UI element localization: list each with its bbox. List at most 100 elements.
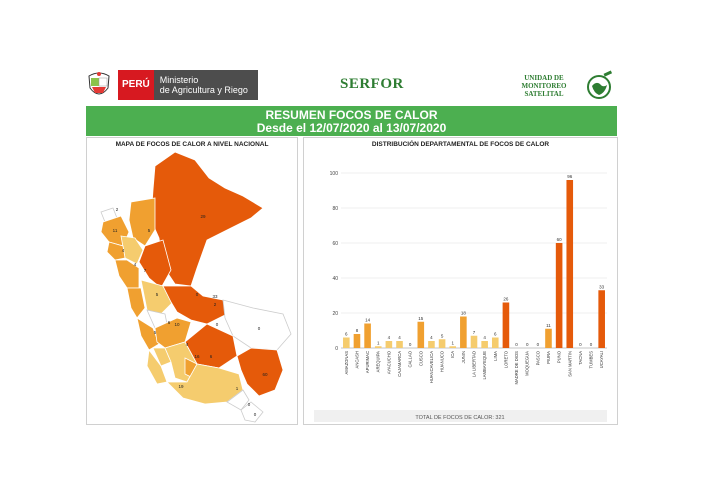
map-title: MAPA DE FOCOS DE CALOR A NIVEL NACIONAL bbox=[115, 141, 269, 148]
region-ucayali bbox=[162, 285, 228, 325]
bar-value-label: 0 bbox=[526, 342, 529, 347]
bar-value-label: 1 bbox=[451, 340, 454, 345]
header-bar: PERÚ Ministerio de Agricultura y Riego S… bbox=[86, 66, 616, 106]
banner-subtitle: Desde el 12/07/2020 al 13/07/2020 bbox=[256, 121, 447, 135]
bar-value-label: 0 bbox=[590, 342, 593, 347]
bar-cusco bbox=[417, 321, 425, 348]
category-label: MOQUEGUA bbox=[525, 351, 530, 376]
chart-footer: TOTAL DE FOCOS DE CALOR: 321 bbox=[415, 415, 504, 421]
map-region-count: 0 bbox=[196, 292, 199, 297]
map-region-count: 19 bbox=[178, 384, 184, 389]
map-region-count: 60 bbox=[262, 372, 268, 377]
coat-of-arms-icon bbox=[88, 72, 110, 95]
category-label: ANCASH bbox=[354, 351, 359, 368]
map-region-count: 0 bbox=[254, 412, 257, 417]
map-region-count: 4 bbox=[122, 248, 125, 253]
region-tacna bbox=[240, 401, 264, 423]
category-label: LA LIBERTAD bbox=[472, 351, 477, 377]
bar-value-label: 1 bbox=[377, 340, 380, 345]
category-label: APURIMAC bbox=[365, 351, 370, 373]
ministry-line2: de Agricultura y Riego bbox=[159, 85, 248, 95]
satellite-globe-icon bbox=[587, 70, 613, 99]
category-label: PIURA bbox=[546, 351, 551, 364]
bar-san-martin bbox=[566, 180, 574, 348]
serfor-logo: SERFOR bbox=[340, 76, 404, 92]
map-region-count: 5 bbox=[148, 228, 151, 233]
map-region-count: 6 bbox=[168, 320, 171, 325]
map-region-count: 2 bbox=[214, 302, 217, 307]
chart-panel: DISTRIBUCIÓN DEPARTAMENTAL DE FOCOS DE C… bbox=[303, 137, 618, 425]
category-label: ICA bbox=[450, 351, 455, 358]
region-loreto bbox=[150, 151, 264, 287]
map-region-count: 29 bbox=[200, 214, 206, 219]
y-tick-label: 100 bbox=[330, 171, 339, 177]
region-moquegua bbox=[226, 389, 250, 411]
map-region-count: 0 bbox=[258, 326, 261, 331]
peru-label: PERÚ bbox=[118, 70, 154, 100]
y-tick-label: 0 bbox=[335, 346, 338, 352]
category-label: SAN MARTIN bbox=[567, 351, 572, 377]
region-puno bbox=[236, 347, 284, 397]
region-ica bbox=[146, 348, 168, 385]
bar-value-label: 15 bbox=[418, 316, 424, 321]
category-label: CAJAMARCA bbox=[397, 351, 402, 377]
category-label: HUANCAVELICA bbox=[429, 351, 434, 383]
bar-value-label: 0 bbox=[409, 342, 412, 347]
map-region-count: 16 bbox=[194, 354, 200, 359]
bar-value-label: 0 bbox=[515, 342, 518, 347]
category-label: JUNIN bbox=[461, 351, 466, 363]
map-panel: MAPA DE FOCOS DE CALOR A NIVEL NACIONAL bbox=[86, 137, 298, 425]
region-ancash bbox=[126, 287, 146, 319]
bar-value-label: 6 bbox=[345, 332, 348, 337]
bar-value-label: 33 bbox=[599, 284, 605, 289]
map-region-count: 33 bbox=[212, 294, 218, 299]
map-region-count: 1 bbox=[236, 386, 239, 391]
bar-value-label: 4 bbox=[430, 335, 433, 340]
bar-apurimac bbox=[364, 323, 371, 348]
bar-value-label: 26 bbox=[503, 297, 509, 302]
category-label: UCAYALI bbox=[599, 351, 604, 368]
y-tick-label: 80 bbox=[332, 206, 338, 212]
map-region-count: 0 bbox=[216, 322, 219, 327]
category-label: TUMBES bbox=[589, 351, 594, 369]
category-label: MADRE DE DIOS bbox=[514, 351, 519, 385]
bar-value-label: 18 bbox=[461, 311, 467, 316]
unit-line3: SATELITAL bbox=[524, 90, 564, 98]
map-region-count: 10 bbox=[174, 322, 180, 327]
region-huanuco bbox=[140, 279, 174, 315]
map-region-count: 4 bbox=[134, 262, 137, 267]
bar-ucayali bbox=[598, 290, 605, 348]
ministry-logo: PERÚ Ministerio de Agricultura y Riego bbox=[86, 69, 258, 101]
bar-ayacucho bbox=[385, 341, 393, 348]
bar-puno bbox=[555, 243, 563, 348]
unit-line2: MONITOREO bbox=[521, 82, 567, 90]
bar-value-label: 96 bbox=[567, 174, 573, 179]
bar-ancash bbox=[353, 334, 361, 348]
map-region-count: 4 bbox=[186, 342, 189, 347]
category-label: HUANUCO bbox=[440, 350, 445, 372]
unit-line1: UNIDAD DE bbox=[524, 74, 564, 82]
category-label: PASCO bbox=[535, 350, 540, 365]
bar-huanuco bbox=[438, 339, 446, 348]
banner-title: RESUMEN FOCOS DE CALOR bbox=[265, 108, 438, 122]
ministry-name: Ministerio de Agricultura y Riego bbox=[153, 70, 258, 100]
region-lima bbox=[136, 317, 160, 351]
category-label: AREQUIPA bbox=[376, 351, 381, 373]
category-label: LORETO bbox=[503, 350, 508, 368]
bar-lambayeque bbox=[481, 341, 488, 348]
y-tick-label: 40 bbox=[332, 276, 338, 282]
bar-value-label: 8 bbox=[356, 328, 359, 333]
summary-banner: RESUMEN FOCOS DE CALOR Desde el 12/07/20… bbox=[86, 106, 617, 136]
bar-la-libertad bbox=[470, 335, 478, 348]
bar-ica bbox=[449, 346, 457, 348]
category-label: LAMBAYEQUE bbox=[482, 351, 487, 380]
region-arequipa bbox=[166, 363, 244, 405]
category-label: LIMA bbox=[493, 351, 498, 361]
chart-title: DISTRIBUCIÓN DEPARTAMENTAL DE FOCOS DE C… bbox=[371, 141, 550, 148]
category-label: PUNO bbox=[557, 350, 562, 363]
bar-cajamarca bbox=[396, 341, 403, 348]
category-label: AMAZONAS bbox=[344, 351, 349, 375]
